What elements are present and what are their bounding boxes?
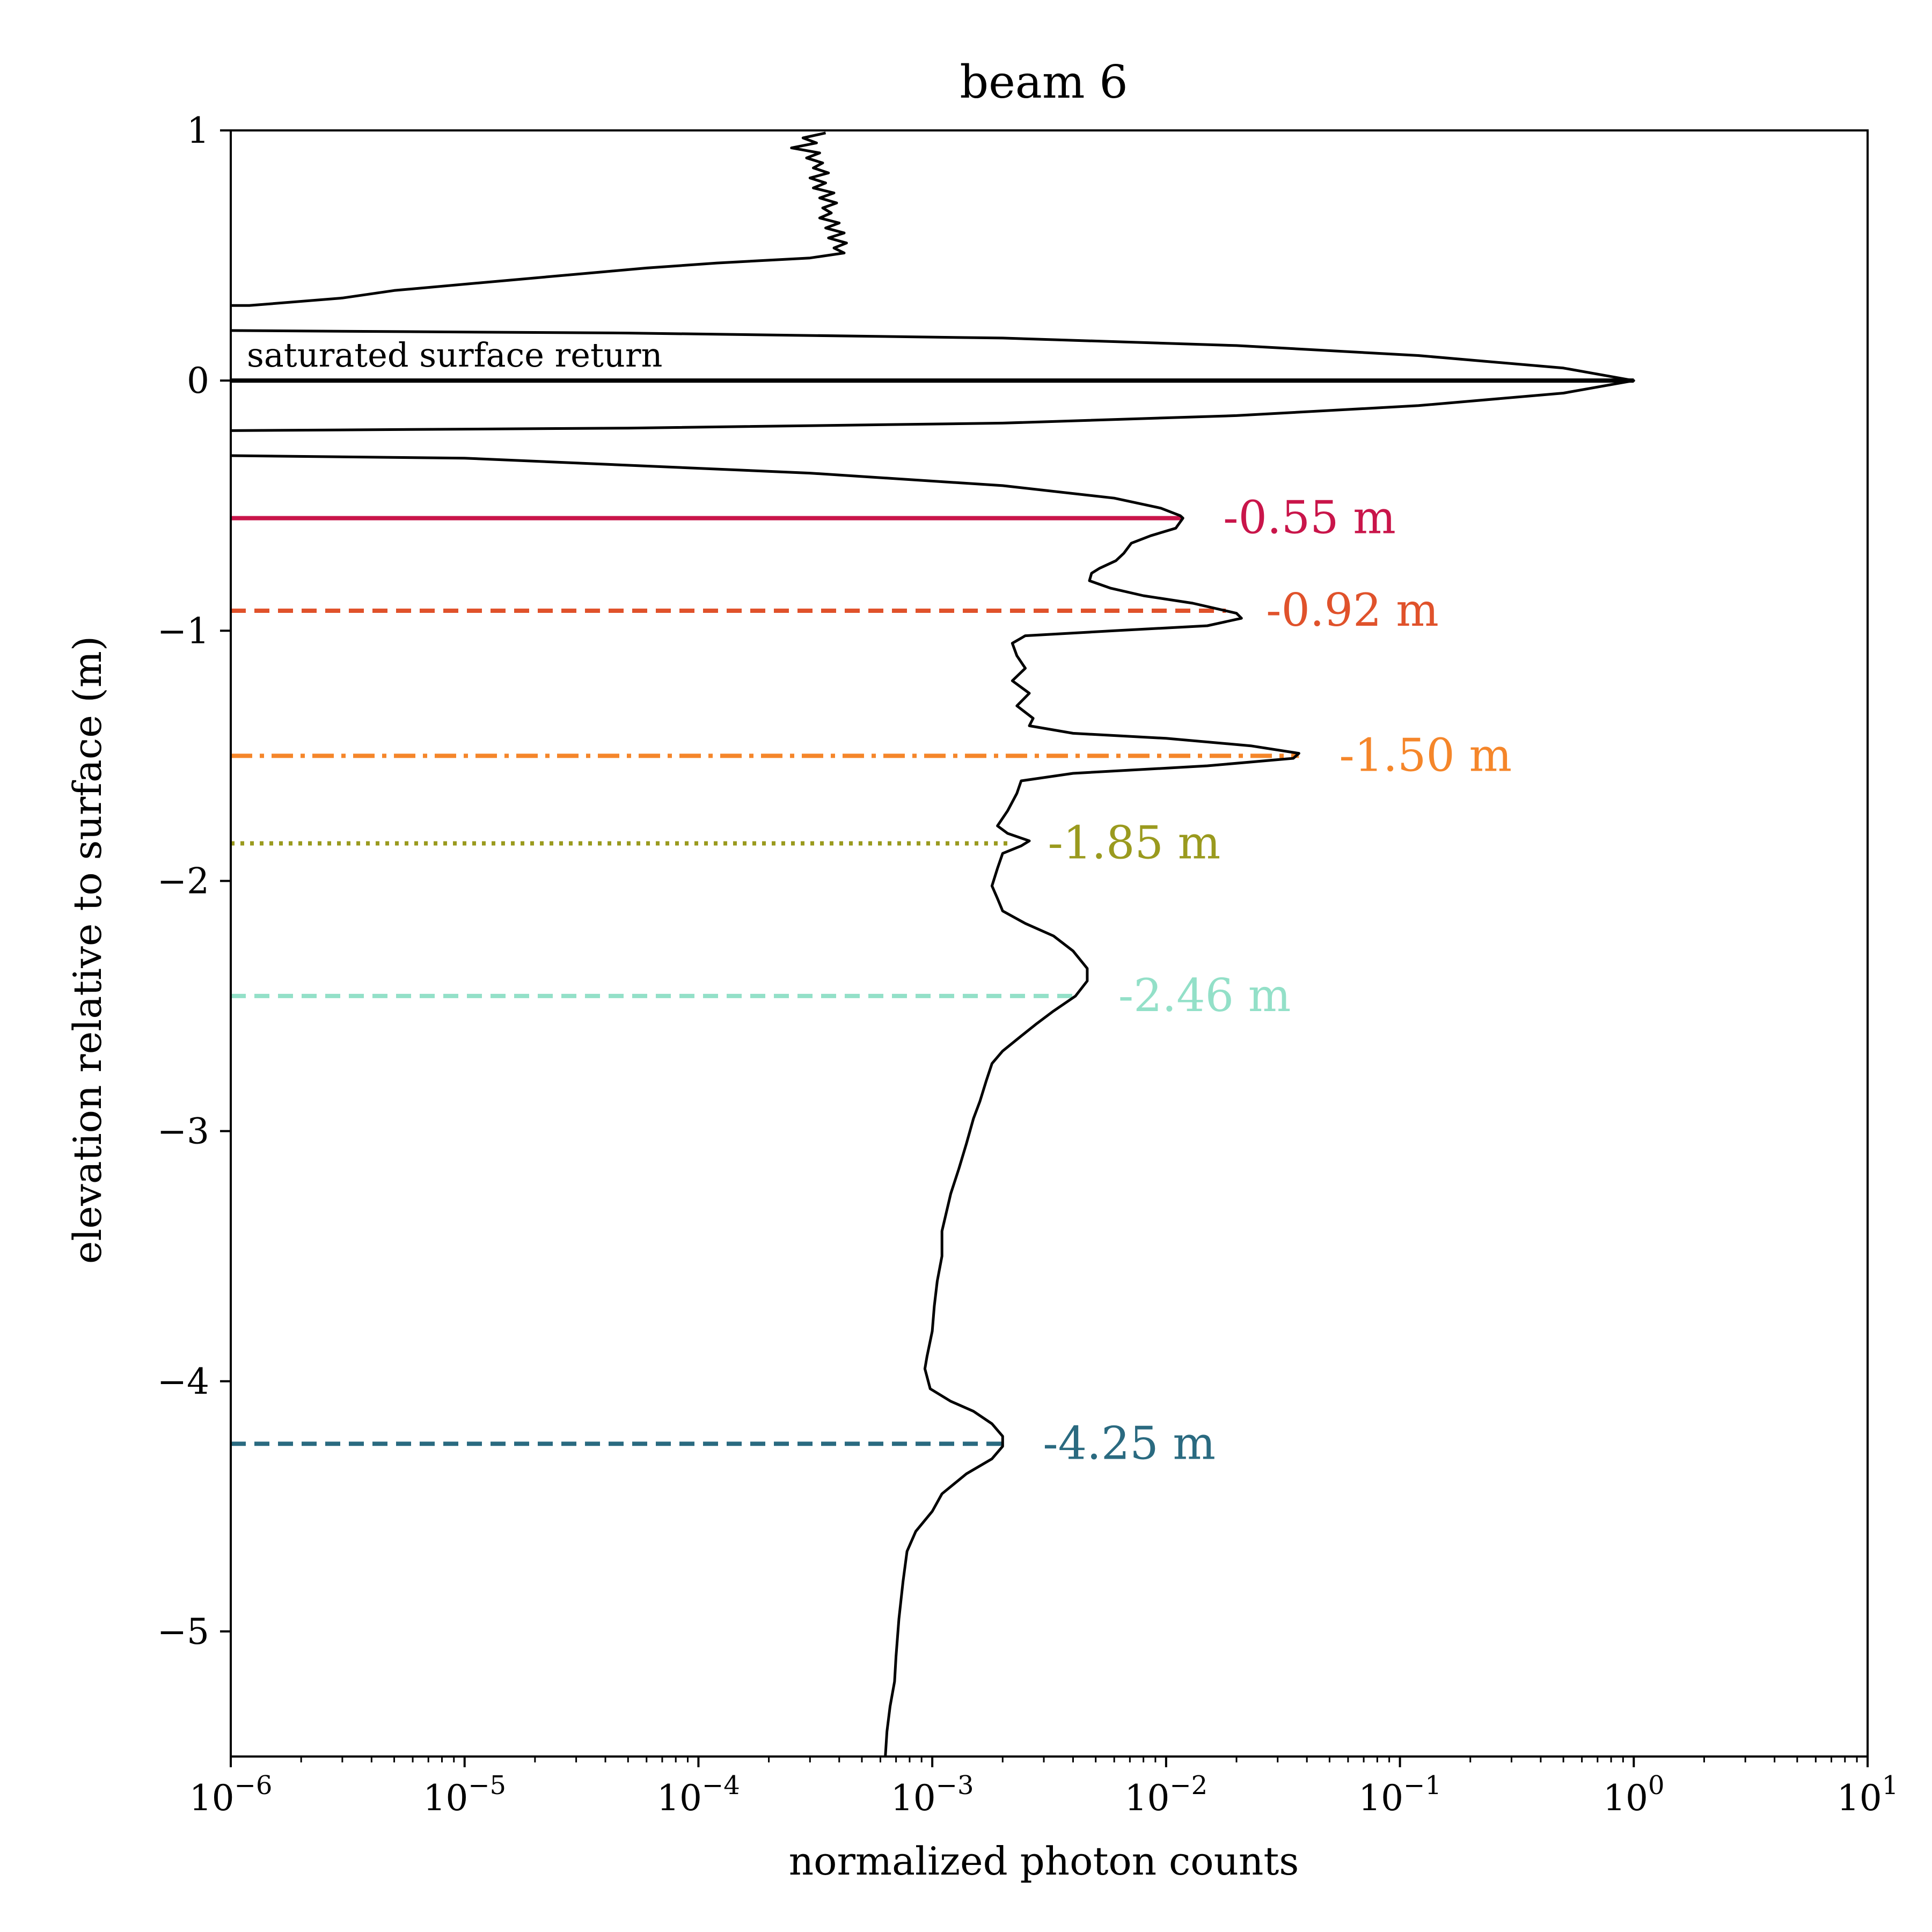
y-tick-label-1: 1 xyxy=(187,110,209,151)
y-tick-label-6: −4 xyxy=(157,1361,209,1402)
profile-segment-3 xyxy=(230,454,1300,1757)
x-tick-label-7: 100 xyxy=(1603,1770,1665,1819)
y-tick-label-5: −3 xyxy=(157,1111,209,1152)
x-tick-label-2: 10−5 xyxy=(423,1770,506,1819)
axes: 10−6 10−5 10−4 10−3 10−2 10−1 100 10110−1−2−3−4… xyxy=(157,110,1899,1819)
y-tick-label-7: −5 xyxy=(157,1611,209,1652)
y-tick-label-4: −2 xyxy=(157,860,209,902)
depth-marker-label-6: -4.25 m xyxy=(1043,1417,1216,1469)
x-tick-label-5: 10−2 xyxy=(1124,1770,1208,1819)
x-tick-label-4: 10−3 xyxy=(891,1770,974,1819)
y-tick-label-3: −1 xyxy=(157,610,209,652)
depth-marker-label-4: -1.85 m xyxy=(1048,817,1221,869)
y-tick-label-2: 0 xyxy=(187,360,209,401)
x-tick-label-8: 101 xyxy=(1837,1770,1899,1819)
depth-marker-label-2: -0.92 m xyxy=(1266,584,1439,636)
depth-marker-label-1: -0.55 m xyxy=(1223,492,1396,544)
y-axis-label: elevation relative to surface (m) xyxy=(65,636,110,1264)
plot-lines: -0.55 m -0.92 m -1.50 m -1.85 m -2.46 m -4.25… xyxy=(230,131,1635,1757)
x-axis-label: normalized photon counts xyxy=(789,1839,1299,1884)
x-tick-label-6: 10−1 xyxy=(1358,1770,1441,1819)
plot-frame xyxy=(230,129,1869,1758)
profile-segment-1 xyxy=(231,131,848,307)
depth-marker-label-3: -1.50 m xyxy=(1339,729,1512,781)
x-tick-label-3: 10−4 xyxy=(657,1770,740,1819)
depth-marker-label-5: -2.46 m xyxy=(1118,969,1291,1022)
surface-return-annotation: saturated surface return xyxy=(247,335,662,375)
chart-title: beam 6 xyxy=(960,56,1128,108)
profile-segment-2 xyxy=(230,329,1635,432)
x-tick-label-1: 10−6 xyxy=(189,1770,273,1819)
